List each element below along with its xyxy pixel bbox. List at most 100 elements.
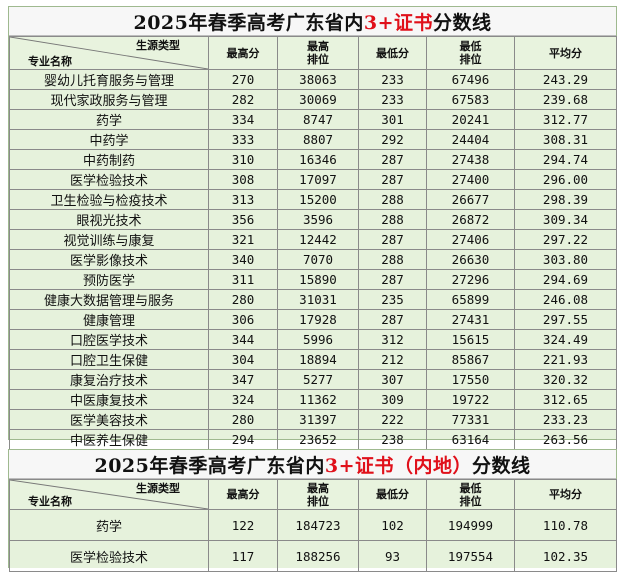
major-name-cell: 医学美容技术	[9, 409, 209, 430]
max-score-cell: 324	[208, 389, 278, 410]
header-min-rank: 最低 排位	[426, 36, 515, 70]
average-score-cell: 233.23	[514, 409, 617, 430]
min-rank-cell: 65899	[426, 289, 515, 310]
max-score-cell: 310	[208, 149, 278, 170]
table-row: 现代家政服务与管理 282 30069 233 67583 239.68	[9, 89, 617, 110]
table-row: 中药制药 310 16346 287 27438 294.74	[9, 149, 617, 170]
major-name-cell: 现代家政服务与管理	[9, 89, 209, 110]
max-score-cell: 294	[208, 429, 278, 450]
header-major-name: 专业名称	[28, 495, 72, 508]
table-row: 口腔卫生保健 304 18894 212 85867 221.93	[9, 349, 617, 370]
max-rank-cell: 3596	[277, 209, 359, 230]
header-min-score: 最低分	[358, 36, 427, 70]
average-score-cell: 296.00	[514, 169, 617, 190]
header-max-rank: 最高 排位	[277, 479, 359, 510]
min-score-cell: 235	[358, 289, 427, 310]
min-rank-cell: 26872	[426, 209, 515, 230]
max-rank-cell: 15890	[277, 269, 359, 290]
header-min-rank: 最低 排位	[426, 479, 515, 510]
min-score-cell: 287	[358, 149, 427, 170]
max-rank-cell: 23652	[277, 429, 359, 450]
min-score-cell: 238	[358, 429, 427, 450]
table-row: 口腔医学技术 344 5996 312 15615 324.49	[9, 329, 617, 350]
diagonal-line-icon	[10, 480, 208, 509]
table-row: 中药学 333 8807 292 24404 308.31	[9, 129, 617, 150]
major-name-cell: 健康管理	[9, 309, 209, 330]
major-name-cell: 视觉训练与康复	[9, 229, 209, 250]
min-rank-cell: 27400	[426, 169, 515, 190]
header-average: 平均分	[514, 479, 617, 510]
min-rank-cell: 27296	[426, 269, 515, 290]
corner-header: 生源类型 专业名称	[9, 479, 209, 510]
major-name-cell: 婴幼儿托育服务与管理	[9, 69, 209, 90]
min-score-cell: 102	[358, 509, 427, 541]
average-score-cell: 298.39	[514, 189, 617, 210]
table-1-title-prefix: 2025年春季高考广东省内	[133, 11, 364, 34]
table-row: 健康大数据管理与服务 280 31031 235 65899 246.08	[9, 289, 617, 310]
corner-header: 生源类型 专业名称	[9, 36, 209, 70]
max-rank-cell: 17097	[277, 169, 359, 190]
average-score-cell: 320.32	[514, 369, 617, 390]
min-score-cell: 309	[358, 389, 427, 410]
header-max-score: 最高分	[208, 36, 278, 70]
max-rank-cell: 184723	[277, 509, 359, 541]
table-row: 眼视光技术 356 3596 288 26872 309.34	[9, 209, 617, 230]
table-row: 中医养生保健 294 23652 238 63164 263.56	[9, 429, 617, 450]
average-score-cell: 312.65	[514, 389, 617, 410]
max-rank-cell: 12442	[277, 229, 359, 250]
table-row: 康复治疗技术 347 5277 307 17550 320.32	[9, 369, 617, 390]
average-score-cell: 324.49	[514, 329, 617, 350]
table-row: 中医康复技术 324 11362 309 19722 312.65	[9, 389, 617, 410]
max-score-cell: 333	[208, 129, 278, 150]
min-score-cell: 312	[358, 329, 427, 350]
max-score-cell: 340	[208, 249, 278, 270]
min-score-cell: 222	[358, 409, 427, 430]
average-score-cell: 294.69	[514, 269, 617, 290]
max-rank-cell: 15200	[277, 189, 359, 210]
table-row: 医学美容技术 280 31397 222 77331 233.23	[9, 409, 617, 430]
max-rank-cell: 16346	[277, 149, 359, 170]
average-score-cell: 294.74	[514, 149, 617, 170]
major-name-cell: 中药制药	[9, 149, 209, 170]
table-1-grid: 生源类型 专业名称 最高分 最高 排位 最低分 最低 排位 平均分 婴幼儿托育服务与…	[9, 36, 617, 450]
major-name-cell: 健康大数据管理与服务	[9, 289, 209, 310]
min-rank-cell: 85867	[426, 349, 515, 370]
max-rank-cell: 8747	[277, 109, 359, 130]
table-row: 药学 334 8747 301 20241 312.77	[9, 109, 617, 130]
header-average: 平均分	[514, 36, 617, 70]
major-name-cell: 口腔卫生保健	[9, 349, 209, 370]
table-row: 健康管理 306 17928 287 27431 297.55	[9, 309, 617, 330]
score-table-2: 2025年春季高考广东省内 3+证书（内地） 分数线 生源类型 专业名称 最高分 最…	[8, 449, 617, 572]
min-score-cell: 233	[358, 69, 427, 90]
header-max-score: 最高分	[208, 479, 278, 510]
min-score-cell: 287	[358, 169, 427, 190]
min-rank-cell: 26677	[426, 189, 515, 210]
major-name-cell: 中医康复技术	[9, 389, 209, 410]
max-score-cell: 270	[208, 69, 278, 90]
table-1-title-suffix: 分数线	[433, 11, 492, 34]
table-row: 卫生检验与检疫技术 313 15200 288 26677 298.39	[9, 189, 617, 210]
max-rank-cell: 5277	[277, 369, 359, 390]
average-score-cell: 263.56	[514, 429, 617, 450]
min-rank-cell: 19722	[426, 389, 515, 410]
max-score-cell: 344	[208, 329, 278, 350]
average-score-cell: 309.34	[514, 209, 617, 230]
min-score-cell: 301	[358, 109, 427, 130]
max-rank-cell: 11362	[277, 389, 359, 410]
average-score-cell: 243.29	[514, 69, 617, 90]
average-score-cell: 303.80	[514, 249, 617, 270]
header-major-name: 专业名称	[28, 55, 72, 68]
max-rank-cell: 38063	[277, 69, 359, 90]
max-score-cell: 280	[208, 289, 278, 310]
max-score-cell: 122	[208, 509, 278, 541]
min-rank-cell: 194999	[426, 509, 515, 541]
table-2-title-suffix: 分数线	[472, 454, 531, 477]
min-rank-cell: 26630	[426, 249, 515, 270]
max-score-cell: 280	[208, 409, 278, 430]
min-score-cell: 212	[358, 349, 427, 370]
major-name-cell: 眼视光技术	[9, 209, 209, 230]
max-rank-cell: 31031	[277, 289, 359, 310]
table-2-title-prefix: 2025年春季高考广东省内	[94, 454, 325, 477]
major-name-cell: 医学影像技术	[9, 249, 209, 270]
min-rank-cell: 27438	[426, 149, 515, 170]
